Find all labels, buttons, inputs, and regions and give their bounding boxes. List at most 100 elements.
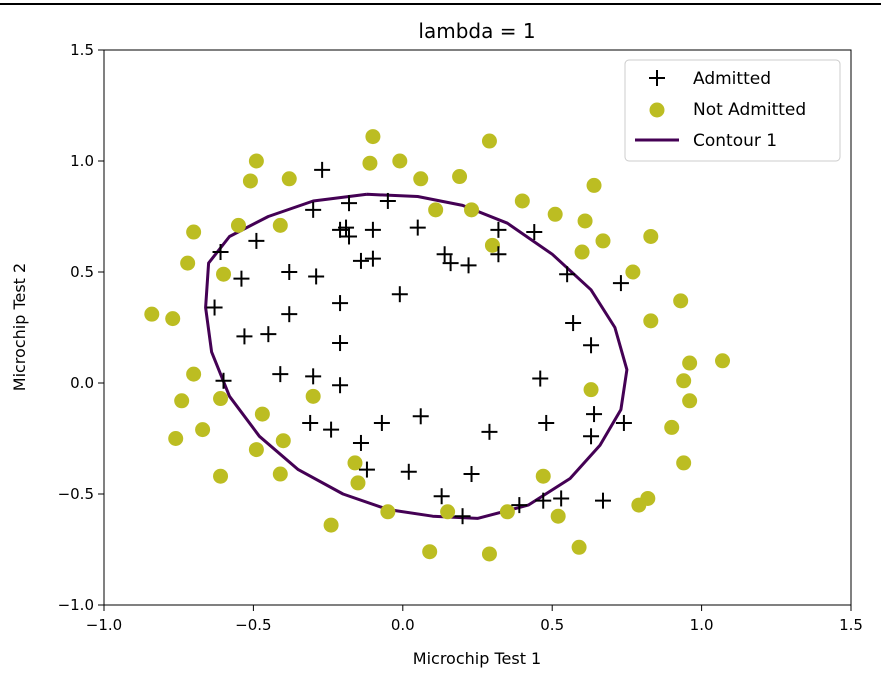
admitted-point bbox=[379, 192, 396, 209]
admitted-point bbox=[305, 201, 322, 218]
not-admitted-point bbox=[631, 497, 647, 513]
points-layer bbox=[144, 129, 731, 562]
not-admitted-point bbox=[272, 217, 288, 233]
admitted-point bbox=[332, 221, 349, 238]
contour-layer bbox=[204, 192, 629, 520]
admitted-point bbox=[341, 228, 358, 245]
not-admitted-point bbox=[242, 173, 258, 189]
not-admitted-point bbox=[248, 153, 264, 169]
admitted-point bbox=[305, 368, 322, 385]
not-admitted-point bbox=[180, 255, 196, 271]
admitted-point bbox=[615, 414, 632, 431]
admitted-point bbox=[281, 264, 298, 280]
not-admitted-point bbox=[365, 129, 381, 145]
admitted-point bbox=[236, 328, 253, 345]
admitted-point bbox=[442, 255, 459, 272]
admitted-point bbox=[490, 221, 507, 238]
admitted-point bbox=[314, 161, 331, 178]
legend: Admitted Not Admitted Contour 1 bbox=[624, 59, 841, 162]
admitted-point bbox=[460, 257, 477, 274]
not-admitted-point bbox=[484, 237, 500, 253]
admitted-point bbox=[281, 306, 298, 323]
legend-label-not-admitted: Not Admitted bbox=[693, 100, 806, 120]
admitted-point bbox=[583, 428, 600, 445]
not-admitted-point bbox=[464, 202, 480, 218]
admitted-point bbox=[206, 299, 223, 316]
admitted-point bbox=[302, 414, 319, 431]
not-admitted-point bbox=[625, 264, 641, 280]
admitted-point bbox=[490, 246, 507, 263]
admitted-point bbox=[511, 497, 528, 514]
not-admitted-point bbox=[586, 177, 602, 193]
admitted-point bbox=[391, 286, 408, 303]
admitted-point bbox=[332, 295, 349, 312]
admitted-point bbox=[409, 219, 426, 236]
not-admitted-point bbox=[676, 455, 692, 471]
not-admitted-point bbox=[380, 504, 396, 520]
admitted-point bbox=[538, 414, 555, 431]
legend-label-contour: Contour 1 bbox=[693, 131, 777, 151]
admitted-point bbox=[364, 221, 381, 238]
admitted-point bbox=[559, 266, 576, 283]
y-tick-label: −1.0 bbox=[58, 596, 94, 614]
admitted-point bbox=[341, 195, 358, 212]
not-admitted-point bbox=[350, 475, 366, 491]
not-admitted-point bbox=[571, 539, 587, 555]
legend-marker-admitted bbox=[649, 70, 665, 86]
not-admitted-point bbox=[213, 468, 229, 484]
admitted-point bbox=[594, 492, 611, 509]
not-admitted-point bbox=[144, 306, 160, 322]
admitted-point bbox=[248, 232, 265, 249]
not-admitted-point bbox=[535, 468, 551, 484]
not-admitted-point bbox=[428, 202, 444, 218]
admitted-point bbox=[364, 250, 381, 267]
not-admitted-point bbox=[213, 391, 229, 407]
x-tick-label: −0.5 bbox=[235, 616, 271, 634]
not-admitted-point bbox=[514, 193, 530, 209]
admitted-point bbox=[272, 366, 289, 383]
legend-box bbox=[624, 59, 841, 162]
not-admitted-point bbox=[499, 504, 515, 520]
contour-line bbox=[204, 192, 629, 520]
not-admitted-point bbox=[281, 171, 297, 187]
not-admitted-point bbox=[347, 455, 363, 471]
admitted-point bbox=[481, 423, 498, 440]
not-admitted-point bbox=[186, 366, 202, 382]
not-admitted-point bbox=[216, 266, 232, 282]
x-tick-label: 1.5 bbox=[839, 616, 863, 634]
axes-layer: −1.0 −0.5 0.0 0.5 1.0 1.5 −1.0 −0.5 0.0 0.5 1.0 1.5 bbox=[58, 41, 863, 634]
not-admitted-point bbox=[682, 393, 698, 409]
admitted-point bbox=[308, 268, 325, 285]
legend-label-admitted: Admitted bbox=[693, 69, 771, 89]
not-admitted-point bbox=[452, 169, 468, 185]
y-tick-label: −0.5 bbox=[58, 485, 94, 503]
not-admitted-point bbox=[272, 466, 288, 482]
admitted-point bbox=[463, 466, 480, 483]
admitted-point bbox=[323, 421, 340, 438]
not-admitted-point bbox=[186, 224, 202, 240]
admitted-point bbox=[352, 252, 369, 269]
admitted-point bbox=[352, 434, 369, 451]
not-admitted-point bbox=[362, 155, 378, 171]
not-admitted-point bbox=[413, 171, 429, 187]
not-admitted-point bbox=[643, 228, 659, 244]
admitted-point bbox=[412, 408, 429, 425]
not-admitted-point bbox=[595, 233, 611, 249]
admitted-point bbox=[358, 461, 375, 478]
not-admitted-point bbox=[174, 393, 190, 409]
admitted-point bbox=[436, 246, 453, 263]
x-tick-label: 0.5 bbox=[540, 616, 564, 634]
legend-marker-not-admitted bbox=[649, 102, 665, 118]
x-tick-label: −1.0 bbox=[86, 616, 122, 634]
not-admitted-point bbox=[550, 508, 566, 524]
admitted-point bbox=[215, 372, 232, 389]
admitted-point bbox=[535, 492, 552, 509]
not-admitted-point bbox=[481, 133, 497, 149]
not-admitted-point bbox=[715, 353, 731, 369]
y-axis-label: Microchip Test 2 bbox=[10, 263, 29, 391]
not-admitted-point bbox=[682, 355, 698, 371]
admitted-point bbox=[553, 490, 570, 507]
not-admitted-point bbox=[422, 544, 438, 560]
admitted-point bbox=[400, 463, 417, 480]
